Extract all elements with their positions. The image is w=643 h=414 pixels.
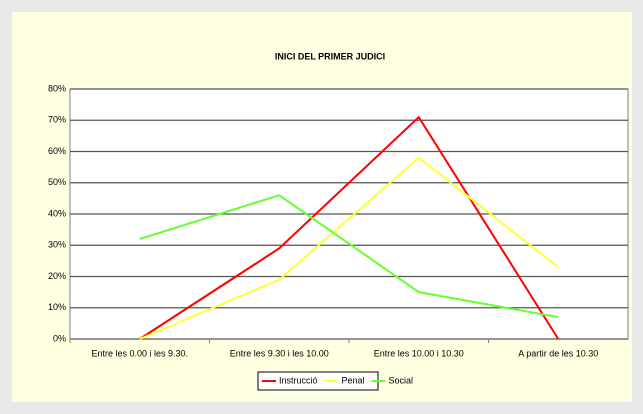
series-line (139, 115, 560, 340)
legend-label: Penal (342, 375, 365, 385)
x-tick-label: Entre les 0.00 i les 9.30. (91, 348, 188, 358)
y-tick-label: 50% (48, 177, 66, 187)
series-line (139, 194, 559, 319)
y-tick-label: 30% (48, 240, 66, 250)
y-tick-label: 40% (48, 208, 66, 218)
legend-label: Instrucció (279, 375, 318, 385)
x-tick-label: Entre les 9.30 i les 10.00 (230, 348, 329, 358)
legend-label: Social (389, 375, 414, 385)
chart-title: INICI DEL PRIMER JUDICI (275, 51, 385, 61)
x-tick-label: A partir de les 10.30 (518, 348, 598, 358)
y-tick-label: 80% (48, 83, 66, 93)
x-tick-label: Entre les 10.00 i 10.30 (374, 348, 464, 358)
y-tick-label: 60% (48, 146, 66, 156)
y-tick-label: 70% (48, 115, 66, 125)
y-tick-label: 10% (48, 302, 66, 312)
y-tick-label: 20% (48, 271, 66, 281)
series-line (139, 156, 559, 340)
y-tick-label: 0% (53, 333, 66, 343)
